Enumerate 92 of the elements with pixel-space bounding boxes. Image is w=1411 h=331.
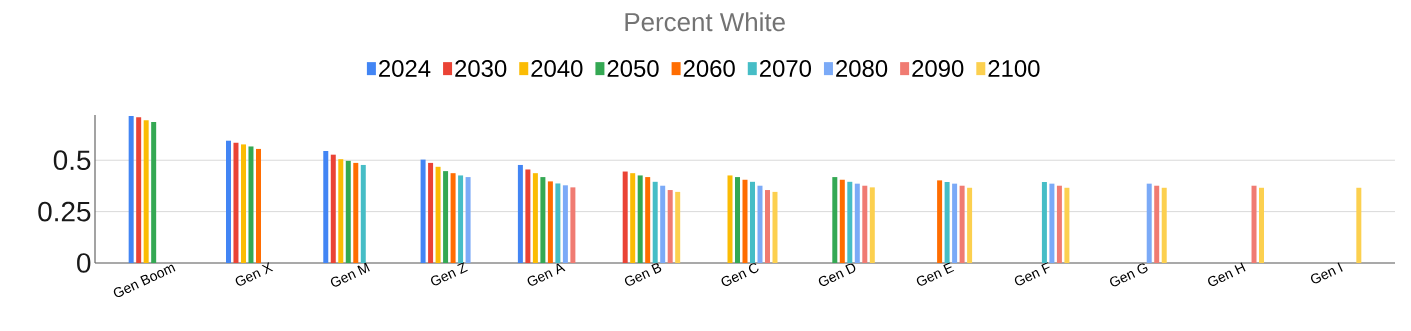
legend-label: 2050 xyxy=(607,60,659,77)
bar xyxy=(330,154,336,263)
bar xyxy=(622,171,628,263)
bar xyxy=(1161,187,1167,263)
bar xyxy=(128,116,134,263)
bar xyxy=(248,146,254,263)
x-tick-label: Gen B xyxy=(624,263,662,286)
bar xyxy=(660,185,666,263)
bar xyxy=(1064,187,1070,263)
bar xyxy=(225,140,231,263)
bar xyxy=(652,181,658,263)
x-tick-label: Gen E xyxy=(916,262,955,286)
bar xyxy=(458,175,464,263)
x-tick-label: Gen Z xyxy=(431,262,468,286)
x-tick-label: Gen G xyxy=(1110,263,1148,287)
bar xyxy=(136,117,142,263)
bar xyxy=(667,190,673,263)
y-tick-label: 0.5 xyxy=(53,150,91,171)
bar xyxy=(750,181,755,263)
bar xyxy=(532,173,538,263)
legend-label: 2100 xyxy=(988,60,1040,77)
bar xyxy=(847,181,853,263)
bar xyxy=(233,142,239,263)
bar xyxy=(151,122,157,263)
x-tick-label: Gen F xyxy=(1014,262,1050,286)
bar xyxy=(839,179,845,263)
legend-label: 2040 xyxy=(531,60,583,77)
bar xyxy=(540,177,546,263)
bar xyxy=(517,164,523,263)
bar xyxy=(435,166,441,263)
legend-label: 2060 xyxy=(683,60,735,77)
y-tick-label: 0.25 xyxy=(38,201,91,222)
legend-label: 2070 xyxy=(759,60,812,77)
y-tick-label: 0 xyxy=(77,253,91,273)
bar xyxy=(869,187,875,263)
legend-label: 2090 xyxy=(912,60,964,77)
bar xyxy=(420,159,426,263)
bar xyxy=(645,177,651,263)
bar xyxy=(1259,187,1265,263)
bar xyxy=(338,159,344,263)
bar xyxy=(1251,185,1257,263)
x-tick-label: Gen H xyxy=(1208,262,1246,286)
bar xyxy=(772,191,778,263)
x-tick-label: Gen Boom xyxy=(113,264,176,298)
bar xyxy=(255,148,261,263)
bar xyxy=(742,179,748,263)
bar xyxy=(450,173,456,263)
bar xyxy=(547,181,553,263)
bar xyxy=(562,185,568,263)
bar xyxy=(143,120,149,263)
bar xyxy=(1049,183,1055,263)
bar xyxy=(675,191,681,263)
bar xyxy=(1356,187,1362,263)
bar xyxy=(1041,182,1047,263)
x-tick-label: Gen I xyxy=(1310,262,1343,284)
bar xyxy=(862,185,868,263)
bar xyxy=(630,173,636,263)
bar xyxy=(944,182,950,263)
bar xyxy=(443,171,449,263)
bar xyxy=(1056,185,1062,263)
bar xyxy=(854,183,860,263)
bar xyxy=(832,177,838,263)
bar xyxy=(735,177,740,263)
x-tick-label: Gen X xyxy=(235,262,274,286)
bar xyxy=(959,185,965,263)
bar xyxy=(360,164,366,263)
chart-title: Percent White xyxy=(625,12,785,32)
bar xyxy=(465,177,471,263)
x-tick-label: Gen M xyxy=(330,262,370,287)
bar xyxy=(952,183,958,263)
bar xyxy=(570,187,576,263)
bar xyxy=(967,187,973,263)
bar xyxy=(428,162,434,263)
legend-label: 2024 xyxy=(379,60,431,77)
bar xyxy=(345,160,351,263)
legend-label: 2080 xyxy=(836,60,888,77)
bar xyxy=(525,169,531,263)
bar xyxy=(757,185,763,263)
bar xyxy=(240,144,246,263)
bar xyxy=(637,175,643,263)
x-tick-label: Gen C xyxy=(721,263,759,286)
bar xyxy=(555,183,561,263)
bar xyxy=(353,162,359,263)
bar xyxy=(765,190,770,263)
bar xyxy=(1146,183,1152,263)
bar xyxy=(1154,185,1160,263)
legend-label: 2030 xyxy=(455,60,507,77)
bar xyxy=(323,150,329,263)
bar xyxy=(937,180,943,263)
bar xyxy=(727,175,733,263)
x-tick-label: Gen D xyxy=(818,263,856,286)
x-tick-label: Gen A xyxy=(527,263,566,286)
